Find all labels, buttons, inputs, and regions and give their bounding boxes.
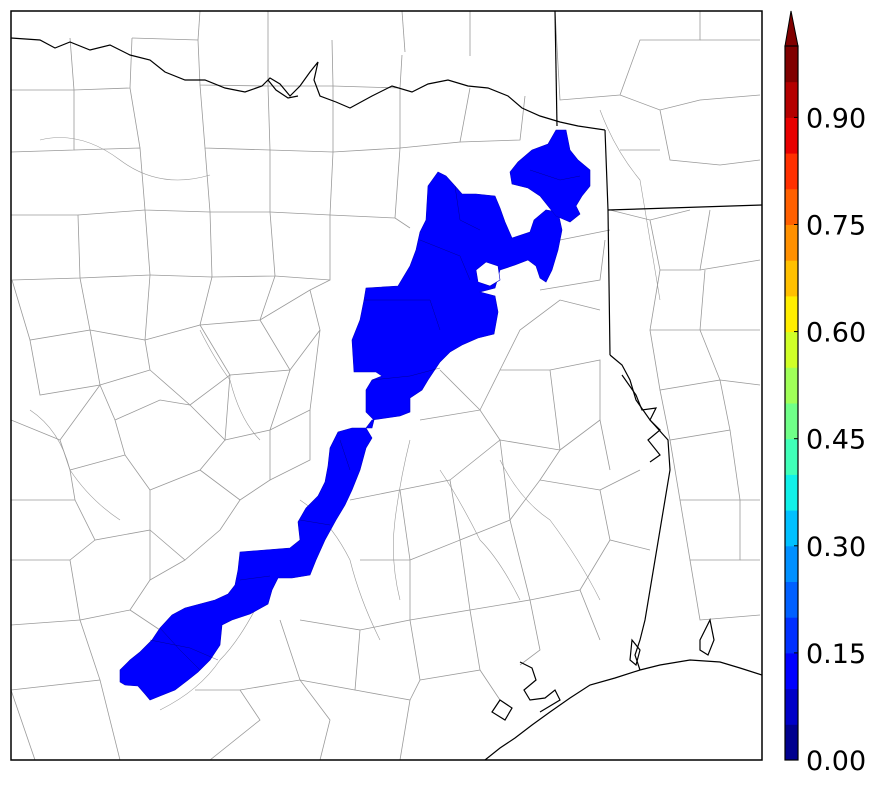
probability-field [119,129,591,701]
colorbar-band [785,224,798,261]
colorbar-band [785,581,798,618]
map-panel [11,11,762,760]
colorbar-frame [784,45,799,761]
colorbar-band [785,188,798,225]
colorbar-band [785,474,798,511]
colorbar-tick-label: 0.60 [806,318,866,349]
state-borders [11,11,762,760]
colorbar-band [785,367,798,404]
colorbar-band [785,260,798,297]
colorbar-band [785,438,798,475]
colorbar-tick-label: 0.75 [806,211,866,242]
colorbar-band [785,688,798,725]
colorbar-band [785,510,798,547]
colorbar-band [785,545,798,582]
colorbar-tick-label: 0.45 [806,425,866,456]
colorbar-tick-label: 0.90 [806,103,866,134]
colorbar-band [785,403,798,440]
county-borders [11,11,761,760]
colorbar: 0.00 0.15 0.30 0.45 0.60 0.75 0.90 [784,10,866,777]
colorbar-band [785,153,798,190]
colorbar-band [785,295,798,333]
field-outlines [149,169,581,671]
colorbar-tick-label: 0.15 [806,639,866,670]
colorbar-tick-label: 0.30 [806,532,866,563]
colorbar-tick-label: 0.00 [806,746,866,777]
colorbar-ticks: 0.00 0.15 0.30 0.45 0.60 0.75 0.90 [794,103,866,777]
colorbar-band [785,117,798,154]
colorbar-band [785,46,798,83]
map-frame [10,10,763,761]
colorbar-extend-arrow [784,10,799,47]
colorbar-band [785,81,798,118]
colorbar-band [785,652,798,690]
colorbar-band [785,724,798,761]
colorbar-band [785,617,798,654]
colorbar-band [785,331,798,368]
colorbar-bands [785,46,798,761]
